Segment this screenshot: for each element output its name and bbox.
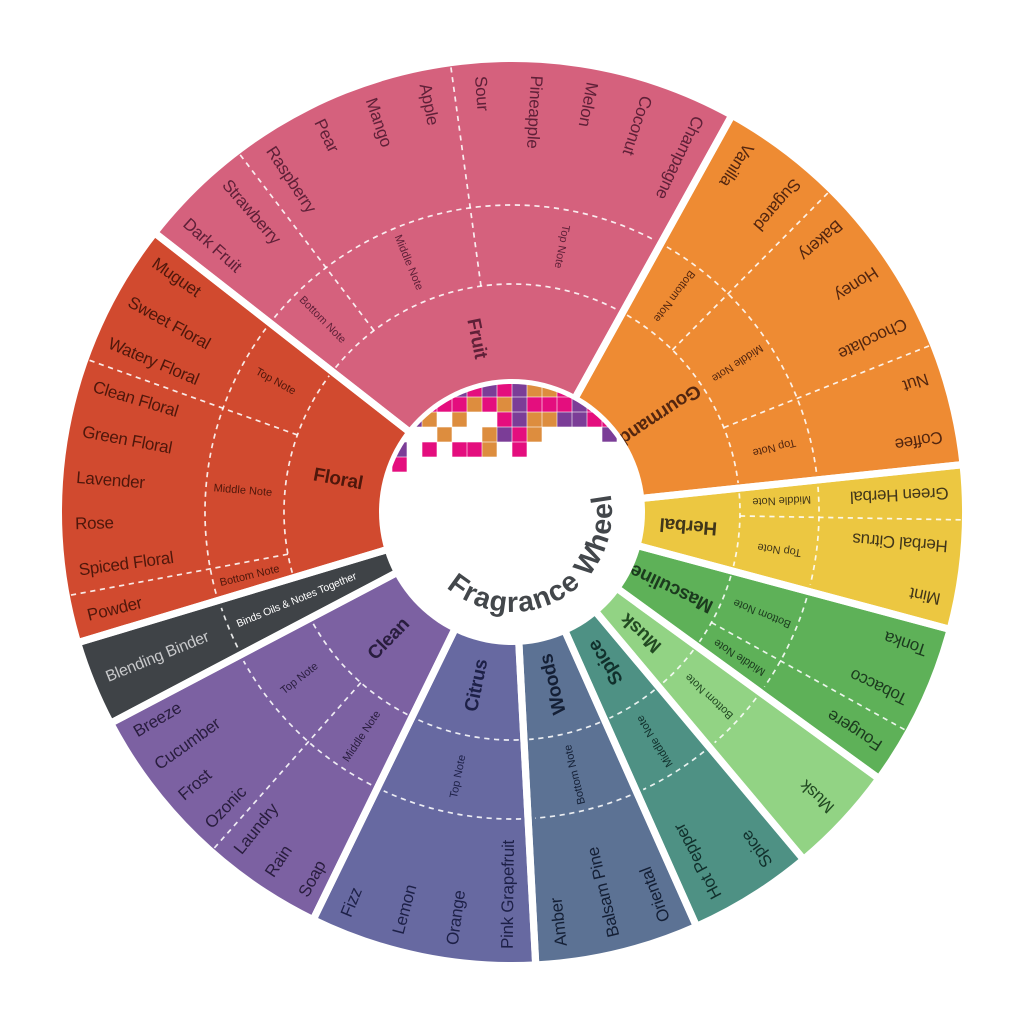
segment-gaps xyxy=(72,109,968,970)
segment-divider xyxy=(514,635,540,970)
mosaic-tile xyxy=(542,397,557,412)
item-rose: Rose xyxy=(75,513,114,533)
segment-musk xyxy=(596,589,877,857)
note-cell-divider xyxy=(450,67,482,287)
note-ring-divider xyxy=(642,750,705,791)
mosaic-tile xyxy=(557,412,572,427)
note-ring-divider xyxy=(383,790,522,820)
note-ring-divider xyxy=(273,204,656,319)
mosaic-tile xyxy=(482,384,497,397)
mosaic-tile xyxy=(512,427,527,442)
mosaic-tile xyxy=(572,412,587,427)
note-ring-divider xyxy=(809,486,820,585)
mosaic-tile xyxy=(437,427,452,442)
note-ring-divider xyxy=(666,246,818,474)
segment-spice xyxy=(565,613,802,924)
note-cell-divider xyxy=(70,553,289,596)
mosaic-tile xyxy=(557,397,572,412)
note-ring-divider xyxy=(534,794,631,819)
mosaic-tile xyxy=(497,427,512,442)
segment-divider xyxy=(630,540,956,635)
mosaic-tile xyxy=(452,412,467,427)
mosaic-tile xyxy=(527,412,542,427)
mosaic-tile xyxy=(452,397,467,412)
segment-fruit xyxy=(157,62,731,431)
binder-divider xyxy=(220,607,239,648)
mosaic-tile xyxy=(527,384,542,397)
note-ring-divider xyxy=(311,622,408,716)
note-ring-divider xyxy=(714,697,757,744)
mosaic-tile xyxy=(467,397,482,412)
center-circle xyxy=(379,379,645,645)
note-cell-divider xyxy=(739,515,961,521)
segment-divider xyxy=(307,621,461,926)
mosaic-tile xyxy=(497,397,512,412)
segment-fills xyxy=(61,62,962,962)
mosaic-tile xyxy=(497,384,512,397)
mosaic-tile xyxy=(467,442,482,457)
note-cell-divider xyxy=(89,359,298,436)
mosaic-tile xyxy=(422,442,437,457)
mosaic-tile xyxy=(527,427,542,442)
note-ring-divider xyxy=(732,493,741,567)
note-cell-divider xyxy=(239,154,375,332)
note-ring-divider xyxy=(416,718,519,741)
segment-divider xyxy=(148,227,417,439)
mosaic-tile xyxy=(482,442,497,457)
segment-divider xyxy=(588,604,810,866)
segment-divider xyxy=(568,109,738,406)
category-label-herbal: Herbal xyxy=(659,513,718,538)
mosaic-tile xyxy=(512,442,527,457)
mosaic-tile xyxy=(542,412,557,427)
note-band-label: Middle Note xyxy=(752,493,811,508)
segment-divider xyxy=(105,566,404,729)
note-cell-divider xyxy=(710,621,906,731)
note-band-label: Middle Note xyxy=(213,482,272,499)
mosaic-tile xyxy=(512,397,527,412)
segment-herbal xyxy=(639,464,962,629)
segment-gourmand xyxy=(575,118,960,499)
segment-woods xyxy=(518,632,696,962)
note-ring-divider xyxy=(242,660,372,786)
note-cell-divider xyxy=(671,192,829,351)
mosaic-tile xyxy=(497,412,512,427)
segment-divider xyxy=(72,544,395,648)
dashed-guides xyxy=(70,67,961,849)
mosaic-tile xyxy=(452,442,467,457)
mosaic-tile xyxy=(392,457,407,472)
segment-divider xyxy=(559,623,702,932)
segment-floral xyxy=(61,234,408,642)
item-sour: Sour xyxy=(471,75,493,112)
item-green-herbal: Green Herbal xyxy=(850,483,949,506)
note-cell-divider xyxy=(723,345,930,429)
note-ring-divider xyxy=(529,721,601,741)
note-ring-divider xyxy=(283,375,330,573)
note-ring-divider xyxy=(698,575,732,643)
segment-clean xyxy=(113,573,455,917)
mosaic-tile xyxy=(512,384,527,397)
segment-blending-binder xyxy=(81,550,396,722)
mosaic-tile xyxy=(482,427,497,442)
segment-divider xyxy=(610,581,885,785)
note-ring-divider xyxy=(334,283,619,369)
mosaic-tile xyxy=(527,397,542,412)
mosaic-tile xyxy=(482,397,497,412)
note-ring-divider xyxy=(204,328,267,595)
mosaic-tile xyxy=(512,412,527,427)
segment-citrus xyxy=(314,630,536,962)
note-ring-divider xyxy=(609,689,656,719)
item-pineapple: Pineapple xyxy=(523,75,546,149)
note-ring-divider xyxy=(661,649,695,684)
note-ring-divider xyxy=(763,597,808,688)
note-cell-divider xyxy=(213,682,362,849)
segment-divider xyxy=(634,460,968,503)
item-pink-grapefruit: Pink Grapefruit xyxy=(498,839,518,949)
